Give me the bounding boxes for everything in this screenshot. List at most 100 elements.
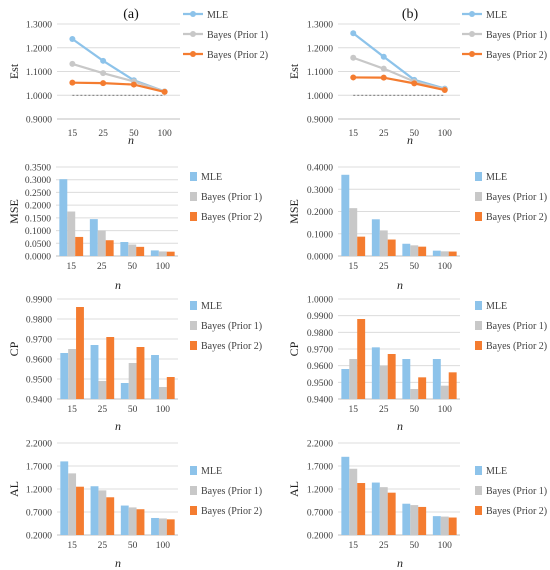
y-tick-label: 1.2000 [307,486,333,496]
bar [448,251,457,256]
bar [76,307,84,399]
x-axis-title: n [397,419,403,433]
legend-swatch [190,321,197,330]
bar [379,487,388,535]
x-tick-label: 100 [438,405,453,415]
y-tick-label: 0.2000 [25,202,51,212]
bar [166,377,175,399]
y-tick-label: 0.7000 [307,509,333,519]
legend-label: Bayes (Prior 1) [201,486,262,497]
y-tick-label: 1.7000 [307,463,333,473]
data-point [411,80,418,87]
legend-label: MLE [486,301,507,312]
legend-marker [190,11,196,17]
x-axis-title: n [397,556,403,570]
bar [418,506,427,535]
legend-label: Bayes (Prior 1) [207,30,268,41]
y-tick-label: 0.2000 [307,208,333,218]
x-axis-title: n [128,133,134,147]
y-tick-label: 0.1000 [25,227,51,237]
bar [89,219,98,256]
bar [151,355,159,399]
bar [379,365,388,399]
y-tick-label: 0.0000 [25,253,51,263]
legend-label: MLE [201,301,222,312]
bar [67,211,76,256]
bar [402,503,411,535]
y-tick-label: 0.9400 [26,396,52,406]
y-tick-label: 0.9700 [307,346,333,356]
legend-label: MLE [207,10,228,21]
bar [410,389,419,399]
data-point [69,60,76,67]
bar [432,516,441,535]
legend-swatch [475,212,482,221]
bar [128,363,137,399]
bar [158,251,167,256]
legend-label: MLE [486,466,507,477]
x-tick-label: 100 [156,541,171,551]
x-tick-label: 100 [156,262,171,272]
x-tick-label: 25 [379,262,389,272]
x-tick-label: 15 [67,262,77,272]
bar [341,369,350,399]
y-axis-title: Est [7,63,21,79]
legend-swatch [190,466,197,475]
x-tick-label: 50 [410,129,420,139]
y-tick-label: 0.1000 [307,230,333,240]
legend-label: Bayes (Prior 1) [486,486,547,497]
bar [60,461,69,535]
y-tick-label: 0.9600 [26,356,52,366]
panel-AL-b: 0.2000 0.7000 1.2000 1.7000 2.2000 AL n 15 25 50 1… [287,440,547,570]
legend-swatch [475,341,482,350]
y-tick-label: 0.9000 [307,116,333,126]
y-axis-title: MSE [7,199,21,224]
x-tick-label: 25 [98,541,108,551]
data-point [130,81,137,88]
x-tick-label: 15 [67,405,77,415]
bar [136,347,145,399]
y-tick-label: 1.1000 [26,68,52,78]
x-axis-title: n [115,278,121,292]
bar [166,519,175,535]
bar [158,518,167,535]
bar [60,353,69,399]
y-tick-label: 0.2500 [25,189,51,199]
bar [349,468,358,535]
legend-label: Bayes (Prior 2) [486,212,547,223]
bar [357,236,366,256]
y-axis-title: MSE [287,199,301,224]
x-tick-label: 100 [158,129,173,139]
bar [371,219,380,256]
data-point [69,79,76,86]
y-tick-label: 0.7000 [26,509,52,519]
data-point [380,65,387,72]
bar [166,251,175,256]
y-axis-title: CP [7,341,21,356]
y-axis-title: AL [287,481,301,497]
data-point [350,74,357,81]
legend-swatch [475,466,482,475]
y-tick-label: 0.9800 [26,316,52,326]
bar [402,359,411,399]
x-tick-label: 50 [128,262,138,272]
bar [97,230,106,256]
bar [150,250,159,256]
panel-CP-a: 0.9400 0.9500 0.9600 0.9700 0.9800 0.9900 CP n 1… [7,296,262,434]
legend-label: Bayes (Prior 2) [486,506,547,517]
bar [151,517,159,535]
bar [120,505,129,535]
bar [371,347,380,399]
legend-swatch [475,321,482,330]
y-tick-label: 0.0000 [307,253,333,263]
y-tick-label: 2.2000 [307,440,333,450]
data-point [441,87,448,94]
legend-marker [190,51,196,57]
x-axis-title: n [407,133,413,147]
column-title-b: (b) [402,7,419,22]
y-axis-title: AL [7,481,21,497]
legend-label: MLE [201,466,222,477]
y-tick-label: 0.9400 [307,396,333,406]
bar [120,242,129,256]
